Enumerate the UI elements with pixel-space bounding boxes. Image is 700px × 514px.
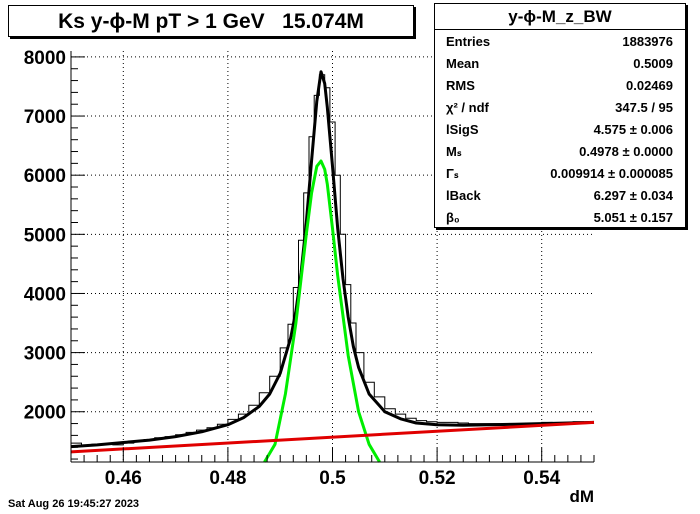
y-tick-label: 4000 [24, 284, 66, 305]
x-tick-label: 0.48 [209, 468, 246, 489]
x-tick-label: 0.5 [319, 468, 346, 489]
stats-label: β₀ [446, 210, 460, 225]
stats-row: lBack 6.297 ± 0.034 [435, 184, 685, 206]
title-box: Ks y-ϕ-M pT > 1 GeV 15.074M [8, 5, 414, 37]
stats-value: 0.009914 ± 0.000085 [550, 166, 673, 181]
stats-row: Mean 0.5009 [435, 52, 685, 74]
stats-label: RMS [446, 78, 475, 93]
y-tick-label: 6000 [24, 166, 66, 187]
stats-label: χ² / ndf [446, 100, 489, 115]
stats-value: 0.4978 ± 0.0000 [579, 144, 673, 159]
stats-value: 6.297 ± 0.034 [593, 188, 673, 203]
background-fit-line [70, 420, 595, 454]
stats-name: y-ϕ-M_z_BW [435, 4, 685, 30]
stats-row: RMS 0.02469 [435, 74, 685, 96]
stats-row: χ² / ndf 347.5 / 95 [435, 96, 685, 118]
stats-value: 0.02469 [626, 78, 673, 93]
stats-label: Entries [446, 34, 491, 49]
stats-row: Γₛ 0.009914 ± 0.000085 [435, 162, 685, 184]
stats-label: lSigS [446, 122, 479, 137]
x-axis-label: dM [569, 487, 594, 506]
stats-value: 4.575 ± 0.006 [593, 122, 673, 137]
y-tick-label: 8000 [24, 48, 66, 69]
total-fit-line [70, 70, 595, 449]
chart-title: Ks y-ϕ-M pT > 1 GeV 15.074M [58, 10, 364, 33]
x-tick-label: 0.52 [419, 468, 456, 489]
stats-row: lSigS 4.575 ± 0.006 [435, 118, 685, 140]
stats-value: 0.5009 [633, 56, 673, 71]
x-tick-label: 0.46 [105, 468, 142, 489]
stats-box: y-ϕ-M_z_BW Entries 1883976 Mean 0.5009 RMS 0.… [434, 3, 686, 228]
stats-row: β₀ 5.051 ± 0.157 [435, 206, 685, 228]
stats-label: Mₛ [446, 144, 462, 159]
stats-label: lBack [446, 188, 481, 203]
stats-label: Mean [446, 56, 480, 71]
stats-value: 347.5 / 95 [615, 100, 673, 115]
y-tick-label: 7000 [24, 107, 66, 128]
stats-row: Entries 1883976 [435, 30, 685, 52]
datestamp: Sat Aug 26 19:45:27 2023 [8, 498, 140, 510]
stats-label: Γₛ [446, 166, 459, 181]
y-tick-label: 5000 [24, 225, 66, 246]
stats-value: 5.051 ± 0.157 [593, 210, 673, 225]
stats-rows: Entries 1883976 Mean 0.5009 RMS 0.02469 χ² / n… [435, 30, 685, 228]
stats-value: 1883976 [622, 34, 673, 49]
stats-row: Mₛ 0.4978 ± 0.0000 [435, 140, 685, 162]
y-tick-label: 2000 [24, 403, 66, 424]
axes-layer: 2000 3000 4000 5000 6000 7000 8000 0.46 0.48 0.5 0… [24, 48, 595, 506]
x-tick-label: 0.54 [523, 468, 560, 489]
fit-curves-layer [70, 70, 595, 463]
y-tick-label: 3000 [24, 344, 66, 365]
signal-fit-line [263, 159, 381, 463]
